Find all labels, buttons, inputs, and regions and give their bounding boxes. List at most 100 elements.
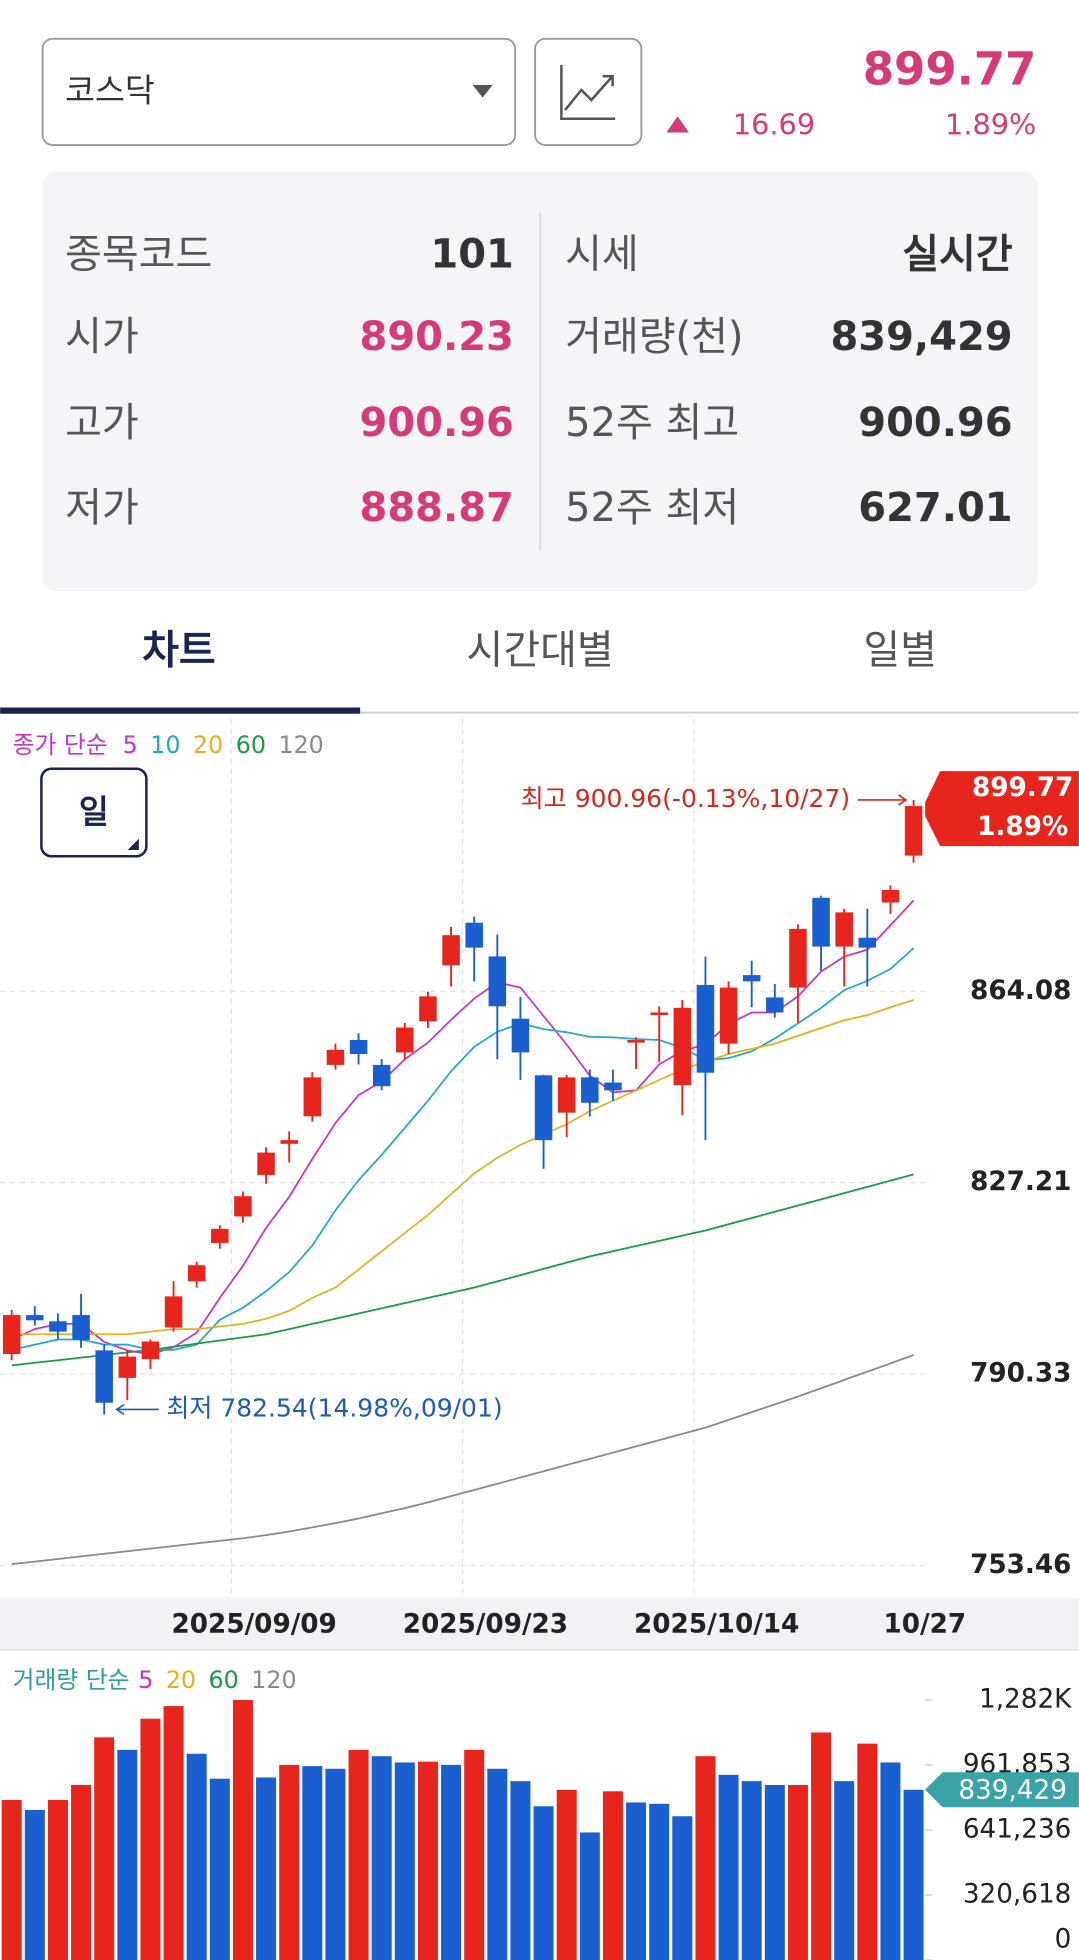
info-value: 888.87 <box>360 485 514 531</box>
candle-body <box>696 984 715 1073</box>
up-triangle <box>666 116 689 133</box>
volume-bar <box>556 1789 577 1960</box>
volume-bar <box>903 1789 924 1960</box>
info-label: 고가 <box>65 400 139 446</box>
candle-body <box>858 937 877 948</box>
chart-icon <box>560 65 616 120</box>
volume-bar <box>857 1743 878 1960</box>
y-tick-label: 753.46 <box>970 1550 1071 1580</box>
volume-bar <box>71 1784 92 1960</box>
ma-line <box>11 947 915 1351</box>
candle-body <box>835 912 853 947</box>
tab[interactable]: 시간대별 <box>467 628 614 674</box>
volume-tag-label: 839,429 <box>958 1776 1067 1806</box>
candle-body <box>904 806 923 856</box>
volume-tick-label: 641,236 <box>963 1814 1072 1844</box>
volume-tag <box>925 1772 1079 1808</box>
candle-body <box>326 1049 345 1065</box>
volume-tick-label: 1,282K <box>979 1684 1072 1714</box>
max-annotation: 최고 900.96(-0.13%,10/27) <box>521 784 850 813</box>
candle-body <box>303 1077 322 1117</box>
candle-body <box>650 1012 668 1016</box>
legend-entry: 120 <box>278 731 323 759</box>
candle-body <box>789 928 807 988</box>
period-corner <box>127 838 139 850</box>
volume-bar <box>487 1768 508 1960</box>
candle-body <box>465 922 483 948</box>
volume-tick-label: 0 <box>1055 1925 1072 1955</box>
dropdown-arrow <box>472 85 493 98</box>
legend-entry: 20 <box>193 731 223 759</box>
market-dropdown[interactable] <box>41 37 517 146</box>
candle-body <box>211 1228 229 1243</box>
volume-bar <box>464 1749 485 1960</box>
info-value: 900.96 <box>360 400 514 446</box>
volume-bar <box>163 1706 184 1960</box>
volume-bar <box>417 1761 438 1960</box>
candle-body <box>488 956 507 1007</box>
candle-body <box>72 1315 90 1340</box>
candle-body <box>442 935 460 966</box>
candle-body <box>581 1077 599 1103</box>
info-label: 시세 <box>565 231 639 277</box>
volume-bar <box>302 1766 323 1960</box>
volume-bar <box>718 1774 739 1960</box>
volume-bar <box>371 1756 392 1960</box>
tabs: 차트 시간대별 일별 <box>142 628 937 674</box>
legend-entry: 10 <box>150 731 180 759</box>
candle-body <box>396 1027 414 1053</box>
period-button[interactable] <box>40 767 148 858</box>
candle-body <box>372 1064 391 1087</box>
candle-body <box>881 890 900 903</box>
y-tick-label: 864.08 <box>970 976 1071 1006</box>
volume-bar <box>533 1806 554 1960</box>
x-axis-band <box>0 1597 1079 1650</box>
volume-bar <box>880 1762 901 1960</box>
info-label: 52주 최고 <box>565 400 739 446</box>
info-label: 종목코드 <box>65 231 212 277</box>
volume-bar <box>649 1803 670 1960</box>
volume-bar <box>787 1784 808 1960</box>
candle-body <box>349 1039 368 1055</box>
info-label: 시가 <box>65 314 139 360</box>
x-tick-label: 2025/10/14 <box>634 1610 799 1640</box>
volume-bar <box>834 1781 855 1960</box>
ma-line <box>11 999 914 1336</box>
volume-bar <box>741 1781 762 1960</box>
volume-bar <box>24 1809 45 1960</box>
volume-bar <box>47 1799 68 1960</box>
volume-bar <box>186 1753 207 1960</box>
candle-body <box>187 1265 206 1282</box>
candle-body <box>118 1356 137 1378</box>
tab[interactable]: 일별 <box>863 628 937 674</box>
price-change: 16.69 <box>733 107 815 141</box>
x-tick-label: 2025/09/23 <box>403 1610 568 1640</box>
volume-bar <box>1 1799 22 1960</box>
tab[interactable]: 차트 <box>142 628 216 674</box>
info-value: 627.01 <box>858 485 1012 531</box>
chart-button[interactable] <box>534 37 643 146</box>
current-price: 899.77 <box>863 43 1037 96</box>
volume-bar <box>117 1749 138 1960</box>
info-value: 실시간 <box>902 231 1013 277</box>
legend-title: 종가 단순 <box>13 731 108 759</box>
volume-bar <box>602 1791 623 1960</box>
market-name: 코스닥 <box>65 72 155 110</box>
candle-body <box>257 1152 275 1175</box>
volume-bar <box>672 1816 693 1960</box>
candle-body <box>604 1082 622 1091</box>
ma-line <box>11 1173 914 1367</box>
candle-body <box>511 1018 530 1053</box>
max-arrow <box>857 794 908 806</box>
volume-bar <box>256 1777 277 1960</box>
volume-bar <box>394 1762 415 1960</box>
info-value: 900.96 <box>858 400 1012 446</box>
info-rows: 종목코드 101 시가 890.23 고가 900.96 저가 888.87 시세 실시간거래량(… <box>65 231 1013 531</box>
candle-body <box>95 1350 113 1403</box>
x-tick-label: 2025/09/09 <box>172 1610 337 1640</box>
volume-bar <box>232 1700 253 1960</box>
candle-body <box>49 1321 67 1332</box>
min-annotation: 최저 782.54(14.98%,09/01) <box>166 1393 502 1422</box>
volume-bar <box>441 1764 462 1960</box>
